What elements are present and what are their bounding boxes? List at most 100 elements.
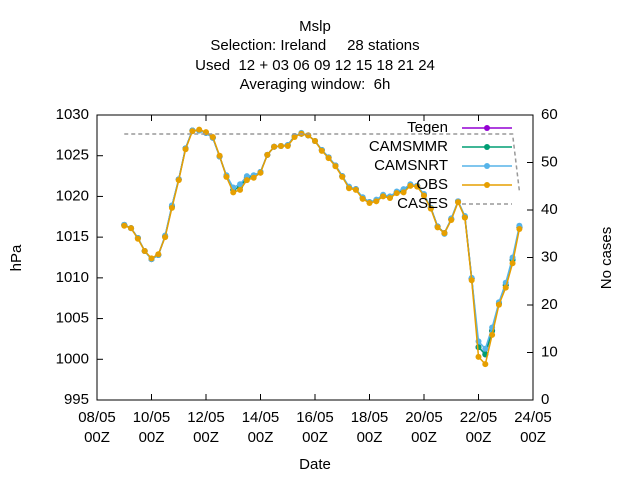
data-point xyxy=(121,222,128,229)
y-tick-label: 1010 xyxy=(56,269,89,286)
legend-label: CAMSNRT xyxy=(374,157,448,174)
data-point xyxy=(366,199,373,206)
data-point xyxy=(509,260,516,267)
data-point xyxy=(434,224,441,231)
data-point xyxy=(482,361,489,368)
x-tick-label: 10/05 00Z xyxy=(132,409,171,446)
data-point xyxy=(427,205,434,212)
data-point xyxy=(237,186,244,193)
data-point xyxy=(182,146,189,153)
data-point xyxy=(148,255,155,262)
data-point xyxy=(209,133,216,140)
data-point xyxy=(175,177,182,184)
data-point xyxy=(250,174,257,181)
y2-tick-label: 60 xyxy=(541,106,558,123)
data-point xyxy=(482,345,489,352)
legend-marker xyxy=(484,144,490,150)
data-point xyxy=(141,247,148,254)
series-line xyxy=(123,129,521,356)
data-point xyxy=(516,226,523,232)
x-tick-label: 18/05 00Z xyxy=(350,409,389,446)
y-tick-label: 1030 xyxy=(56,106,89,123)
data-point xyxy=(359,195,366,202)
data-point xyxy=(291,133,298,140)
data-point xyxy=(380,193,387,200)
data-point xyxy=(271,143,278,150)
data-point xyxy=(468,277,475,284)
x-tick-label: 14/05 00Z xyxy=(241,409,280,446)
subtitle: Averaging window: 6h xyxy=(240,76,391,93)
data-point xyxy=(502,284,509,291)
y-tick-label: 1020 xyxy=(56,187,89,204)
x-tick-label: 16/05 00Z xyxy=(296,409,334,446)
x-tick-label: 20/05 00Z xyxy=(405,409,443,446)
x-tick-label: 24/05 00Z xyxy=(514,409,552,446)
data-point xyxy=(332,163,339,170)
data-point xyxy=(284,142,291,149)
data-point xyxy=(407,182,414,189)
data-point xyxy=(243,177,250,184)
data-point xyxy=(448,217,455,224)
legend-label: CAMSMMR xyxy=(369,138,448,155)
data-point xyxy=(325,155,332,162)
legend-label: OBS xyxy=(416,176,448,193)
data-point xyxy=(168,204,175,211)
x-tick-label: 12/05 00Z xyxy=(187,409,225,446)
data-point xyxy=(346,185,353,192)
data-point xyxy=(414,183,421,190)
data-point xyxy=(489,331,496,338)
legend-marker xyxy=(484,182,490,188)
x-tick-label: 22/05 00Z xyxy=(459,409,498,446)
y2-tick-label: 20 xyxy=(541,296,558,313)
legend-marker xyxy=(484,125,490,131)
data-point xyxy=(495,301,502,308)
y2-tick-label: 50 xyxy=(541,153,558,170)
data-point xyxy=(155,251,162,258)
legend-label: Tegen xyxy=(407,119,448,136)
data-point xyxy=(312,138,318,145)
y-tick-label: 1005 xyxy=(56,310,89,327)
data-point xyxy=(386,195,393,202)
y2-tick-label: 0 xyxy=(541,391,549,408)
x-axis-label: Date xyxy=(299,456,331,473)
data-point xyxy=(393,190,400,197)
data-point xyxy=(223,173,230,180)
subtitle: Selection: Ireland 28 stations xyxy=(210,37,419,54)
data-point xyxy=(237,181,244,188)
subtitle: Used 12 + 03 06 09 12 15 18 21 24 xyxy=(195,57,435,74)
data-point xyxy=(216,152,223,159)
y2-tick-label: 10 xyxy=(541,343,558,360)
series-line xyxy=(124,133,521,192)
y2-axis-label: No cases xyxy=(598,227,615,290)
series-line xyxy=(123,128,521,366)
data-point xyxy=(162,234,169,241)
data-point xyxy=(230,189,237,196)
y-tick-label: 1015 xyxy=(56,228,89,245)
data-point xyxy=(134,235,141,242)
data-point xyxy=(264,151,271,158)
data-point xyxy=(318,147,325,154)
data-point xyxy=(461,214,468,221)
plot-frame xyxy=(96,114,534,401)
y-tick-label: 995 xyxy=(64,391,89,408)
data-point xyxy=(400,189,407,196)
data-point xyxy=(339,173,346,180)
data-point xyxy=(128,225,135,232)
data-point xyxy=(455,199,462,206)
data-point xyxy=(277,142,284,149)
series-line xyxy=(123,129,521,356)
chart-title: Mslp xyxy=(299,18,331,35)
data-point xyxy=(475,353,482,360)
y2-tick-label: 40 xyxy=(541,201,558,218)
legend-label: CASES xyxy=(397,195,448,212)
data-point xyxy=(441,230,448,237)
data-point xyxy=(196,126,203,133)
data-point xyxy=(189,128,196,135)
data-point xyxy=(421,192,427,199)
series-line xyxy=(123,129,521,351)
data-point xyxy=(257,169,264,176)
legend-marker xyxy=(484,163,490,169)
y2-tick-label: 30 xyxy=(541,248,558,265)
